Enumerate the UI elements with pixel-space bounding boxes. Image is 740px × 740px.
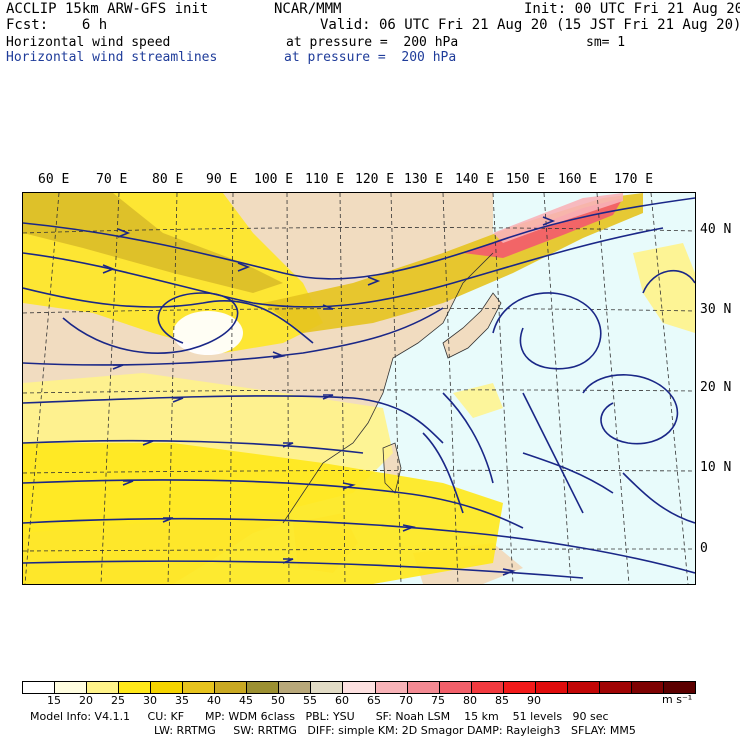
colorbar-segment	[599, 682, 632, 693]
valid-time: Valid: 06 UTC Fri 21 Aug 20 (15 JST Fri …	[320, 17, 740, 33]
lat-label: 20 N	[700, 380, 732, 395]
colorbar-tick-label: 80	[463, 694, 477, 707]
colorbar-segment	[279, 682, 312, 693]
lat-label: 10 N	[700, 460, 732, 475]
colorbar-tick-label: 20	[79, 694, 93, 707]
smoothing-label: sm= 1	[586, 35, 626, 50]
colorbar-segment	[55, 682, 88, 693]
lon-label: 140 E	[455, 172, 495, 187]
colorbar-tick-label: 85	[495, 694, 509, 707]
field1-name: Horizontal wind speed	[6, 35, 171, 50]
wind-map-canvas	[23, 193, 695, 584]
colorbar-segment	[183, 682, 216, 693]
title-model: ACCLIP 15km ARW-GFS init	[6, 1, 209, 17]
colorbar-tick-label: 15	[47, 694, 61, 707]
colorbar-tick-label: 75	[431, 694, 445, 707]
colorbar-tick-label: 50	[271, 694, 285, 707]
colorbar-segment	[87, 682, 120, 693]
streamline-arrows	[102, 216, 556, 576]
colorbar-segment	[439, 682, 472, 693]
forecast-hour: Fcst: 6 h	[6, 17, 108, 33]
field2-name: Horizontal wind streamlines	[6, 50, 218, 65]
colorbar-segment	[631, 682, 664, 693]
colorbar	[22, 681, 696, 694]
colorbar-segment	[23, 682, 56, 693]
colorbar-segment	[247, 682, 280, 693]
colorbar-tick-label: 55	[303, 694, 317, 707]
colorbar-tick-label: 90	[527, 694, 541, 707]
colorbar-segment	[215, 682, 248, 693]
title-org: NCAR/MMM	[274, 1, 342, 17]
lon-label: 160 E	[558, 172, 598, 187]
colorbar-tick-label: 40	[207, 694, 221, 707]
lat-label: 0	[700, 541, 708, 556]
central-pacific-patch	[453, 383, 503, 418]
jet-edge	[493, 193, 623, 243]
lon-label: 150 E	[506, 172, 546, 187]
lon-label: 60 E	[38, 172, 70, 187]
lat-label: 40 N	[700, 222, 732, 237]
colorbar-segment	[535, 682, 568, 693]
colorbar-segment	[407, 682, 440, 693]
model-info-line2: LW: RRTMG SW: RRTMG DIFF: simple KM: 2D …	[154, 724, 636, 737]
colorbar-tick-label: 70	[399, 694, 413, 707]
colorbar-tick-label: 60	[335, 694, 349, 707]
streamlines	[23, 197, 695, 579]
colorbar-tick-label: 65	[367, 694, 381, 707]
lat-label: 30 N	[700, 302, 732, 317]
field2-level: at pressure = 200 hPa	[284, 50, 457, 65]
colorbar-tick-label: 35	[175, 694, 189, 707]
lon-label: 130 E	[404, 172, 444, 187]
lon-label: 110 E	[305, 172, 345, 187]
colorbar-tick-label: 45	[239, 694, 253, 707]
lon-label: 100 E	[254, 172, 294, 187]
colorbar-segment	[311, 682, 344, 693]
lon-label: 90 E	[206, 172, 238, 187]
colorbar-unit: m s⁻¹	[662, 693, 693, 706]
wind-map	[22, 192, 696, 585]
graticule	[23, 193, 695, 584]
colorbar-segment	[471, 682, 504, 693]
lon-label: 70 E	[96, 172, 128, 187]
colorbar-segment	[151, 682, 184, 693]
model-info-line1: Model Info: V4.1.1 CU: KF MP: WDM 6class…	[30, 710, 609, 723]
colorbar-tick-label: 30	[143, 694, 157, 707]
lon-label: 170 E	[614, 172, 654, 187]
lon-label: 80 E	[152, 172, 184, 187]
colorbar-segment	[343, 682, 376, 693]
east-pacific-band	[633, 243, 695, 333]
coastlines	[282, 252, 502, 524]
colorbar-segment	[119, 682, 152, 693]
colorbar-segment	[375, 682, 408, 693]
colorbar-segment	[663, 682, 695, 693]
colorbar-segment	[503, 682, 536, 693]
colorbar-tick-label: 25	[111, 694, 125, 707]
init-time: Init: 00 UTC Fri 21 Aug 20	[524, 1, 740, 17]
colorbar-segment	[567, 682, 600, 693]
japan-landmass	[443, 293, 501, 358]
lon-label: 120 E	[355, 172, 395, 187]
anticyclone-core	[173, 311, 243, 355]
wind-band-south	[23, 443, 503, 584]
field1-level: at pressure = 200 hPa	[286, 35, 459, 50]
